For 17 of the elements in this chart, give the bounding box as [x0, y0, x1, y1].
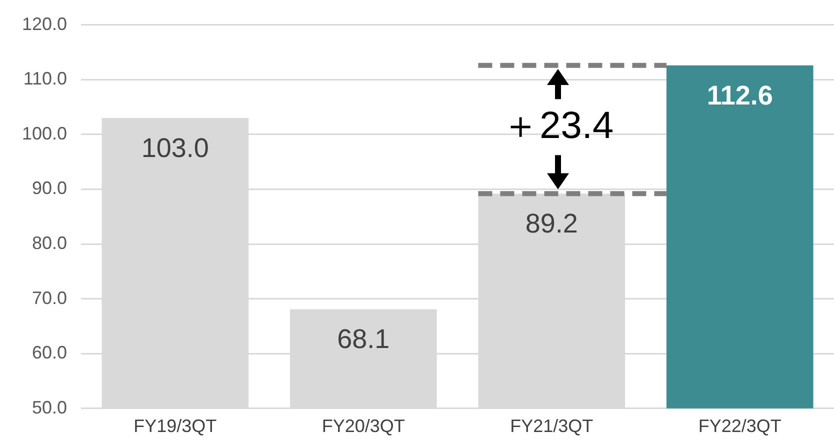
y-tick-label: 110.0 [23, 68, 68, 89]
y-tick-label: 60.0 [32, 342, 68, 363]
annotation: ＋23.4 [502, 104, 614, 147]
x-tick-label: FY21/3QT [510, 416, 594, 436]
data-label: 68.1 [337, 324, 390, 354]
data-label: 103.0 [141, 132, 209, 163]
x-tick-label: FY20/3QT [322, 416, 405, 436]
x-tick-label: FY22/3QT [698, 416, 782, 436]
y-tick-label: 70.0 [32, 288, 68, 308]
x-tick-label: FY19/3QT [134, 416, 217, 436]
y-tick-label: 50.0 [32, 397, 68, 418]
y-tick-label: 120.0 [22, 14, 68, 34]
y-tick-label: 90.0 [32, 178, 68, 198]
data-label: 89.2 [525, 208, 578, 239]
data-label: 112.6 [706, 80, 773, 110]
y-tick-label: 100.0 [22, 123, 68, 144]
y-tick-label: 80.0 [32, 232, 68, 253]
